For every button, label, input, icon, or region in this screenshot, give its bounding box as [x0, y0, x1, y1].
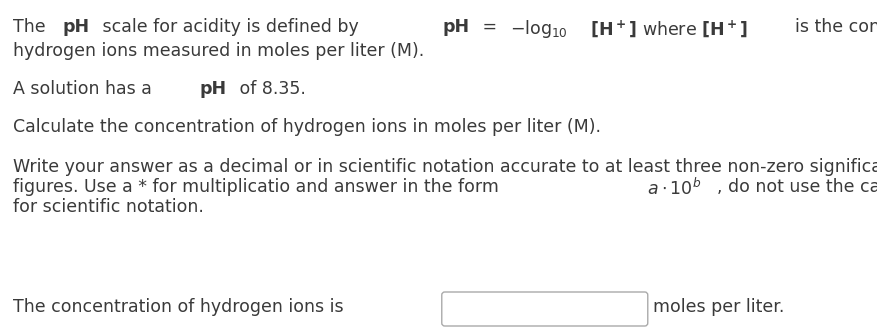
- Text: =: =: [477, 18, 503, 36]
- Text: moles per liter.: moles per liter.: [652, 298, 784, 316]
- Text: Write your answer as a decimal or in scientific notation accurate to at least th: Write your answer as a decimal or in sci…: [13, 158, 877, 176]
- FancyBboxPatch shape: [442, 292, 648, 326]
- Text: , do not use the calculator "E" notation: , do not use the calculator "E" notation: [717, 178, 877, 196]
- Text: pH: pH: [442, 18, 469, 36]
- Text: A solution has a: A solution has a: [13, 80, 158, 98]
- Text: is the concentration of: is the concentration of: [795, 18, 877, 36]
- Text: pH: pH: [62, 18, 89, 36]
- Text: $-\log_{10}$: $-\log_{10}$: [510, 18, 568, 40]
- Text: $a \cdot 10^{b}$: $a \cdot 10^{b}$: [647, 178, 702, 199]
- Text: Calculate the concentration of hydrogen ions in moles per liter (M).: Calculate the concentration of hydrogen …: [13, 118, 601, 136]
- Text: scale for acidity is defined by: scale for acidity is defined by: [97, 18, 365, 36]
- Text: hydrogen ions measured in moles per liter (M).: hydrogen ions measured in moles per lite…: [13, 42, 424, 60]
- Text: for scientific notation.: for scientific notation.: [13, 198, 204, 216]
- Text: The concentration of hydrogen ions is: The concentration of hydrogen ions is: [13, 298, 344, 316]
- Text: figures. Use a * for multiplicatio and answer in the form: figures. Use a * for multiplicatio and a…: [13, 178, 504, 196]
- Text: of 8.35.: of 8.35.: [234, 80, 306, 98]
- Text: The: The: [13, 18, 51, 36]
- Text: pH: pH: [199, 80, 226, 98]
- Text: $\mathbf{[H^+]}$ where $\mathbf{[H^+]}$: $\mathbf{[H^+]}$ where $\mathbf{[H^+]}$: [585, 18, 748, 39]
